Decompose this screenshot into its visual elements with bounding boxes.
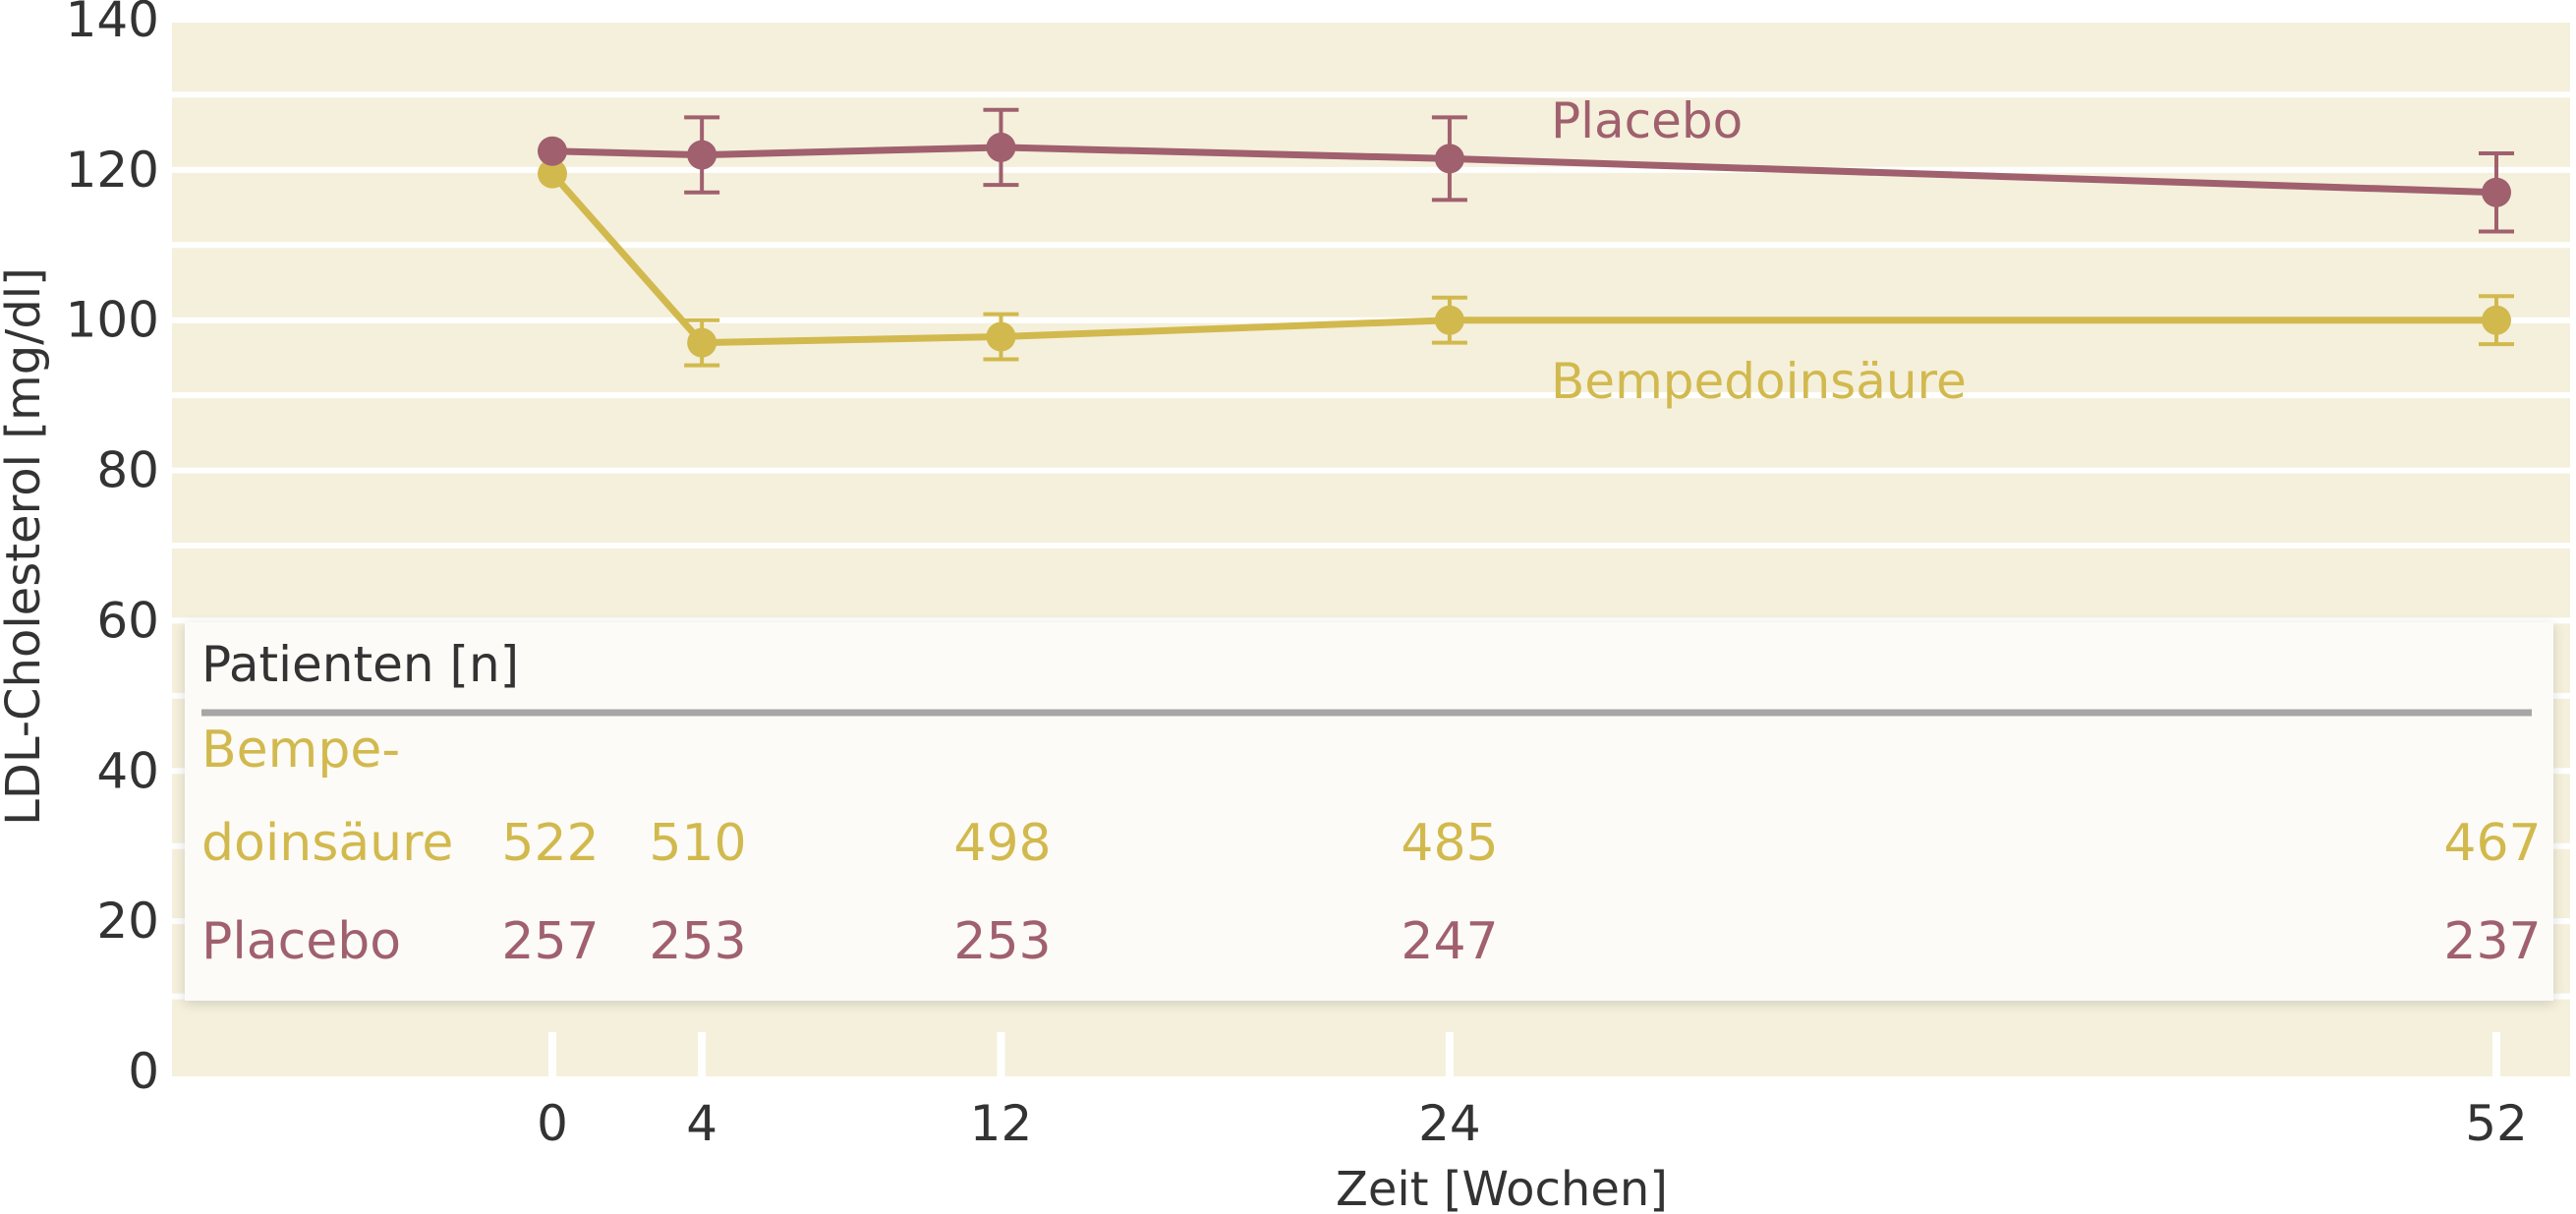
- x-tick-label: 52: [2465, 1095, 2528, 1152]
- y-tick-labels: 0 20 40 60 80 100 120 140: [66, 0, 159, 1100]
- series-lines: [538, 107, 2514, 368]
- x-axis-title: Zeit [Wochen]: [1336, 1162, 1668, 1214]
- patient-table-rows: Bempe-doinsäure 522 510 498 485 467 Placebo 257…: [201, 721, 2542, 971]
- patient-table-cell: 467: [2443, 814, 2541, 873]
- data-point: [2482, 305, 2511, 335]
- patient-table-cell: 522: [501, 814, 599, 873]
- series-label-bempedoinsaeure: Bempedoinsäure: [1551, 353, 1967, 410]
- data-point: [1434, 144, 1464, 174]
- patient-table-row-label: Placebo: [201, 912, 401, 971]
- data-point: [986, 321, 1016, 352]
- patient-table-row: Bempe-doinsäure 522 510 498 485 467: [201, 721, 2542, 873]
- patient-table-cell: 237: [2443, 912, 2541, 971]
- data-point: [538, 136, 567, 166]
- patient-table-cell: 257: [501, 912, 599, 971]
- patient-table-row-label: doinsäure: [201, 814, 453, 873]
- patient-table-cell: 247: [1401, 912, 1498, 971]
- patient-table-cell: 485: [1401, 814, 1498, 873]
- data-point: [1434, 305, 1464, 335]
- x-tick-label: 0: [537, 1095, 568, 1152]
- patient-table-row: Placebo 257 253 253 247 237: [201, 912, 2542, 971]
- patient-table-title: Patienten [n]: [201, 636, 519, 693]
- x-ticks: [548, 1032, 2500, 1076]
- patient-table-row-label: Bempe-: [201, 721, 400, 780]
- data-point: [687, 327, 717, 358]
- patient-table-background: [185, 622, 2553, 1001]
- patient-table-cell: 253: [649, 912, 746, 971]
- y-tick-label: 60: [96, 592, 159, 649]
- y-tick-label: 40: [96, 742, 159, 799]
- y-tick-label: 20: [96, 893, 159, 950]
- data-point: [986, 132, 1016, 162]
- series-0: [538, 107, 2514, 234]
- patient-table: Patienten [n] Bempe-doinsäure 522 510 498 48…: [185, 622, 2553, 1001]
- y-tick-label: 80: [96, 442, 159, 499]
- data-point: [538, 158, 567, 189]
- x-tick-labels: 0 4 12 24 52: [537, 1095, 2528, 1152]
- patient-table-cell: 498: [953, 814, 1051, 873]
- series-1: [538, 158, 2514, 368]
- series-label-placebo: Placebo: [1551, 92, 1743, 149]
- x-tick-label: 12: [970, 1095, 1033, 1152]
- data-point: [2482, 177, 2511, 207]
- y-tick-label: 100: [66, 292, 159, 349]
- y-tick-label: 120: [66, 142, 159, 199]
- patient-table-cell: 510: [649, 814, 746, 873]
- data-point: [687, 140, 717, 170]
- y-tick-label: 0: [128, 1043, 159, 1100]
- x-tick-label: 24: [1418, 1095, 1481, 1152]
- y-tick-label: 140: [66, 0, 159, 48]
- x-tick-label: 4: [686, 1095, 717, 1152]
- patient-table-cell: 253: [953, 912, 1051, 971]
- y-axis-title: LDL-Cholesterol [mg/dl]: [0, 267, 51, 826]
